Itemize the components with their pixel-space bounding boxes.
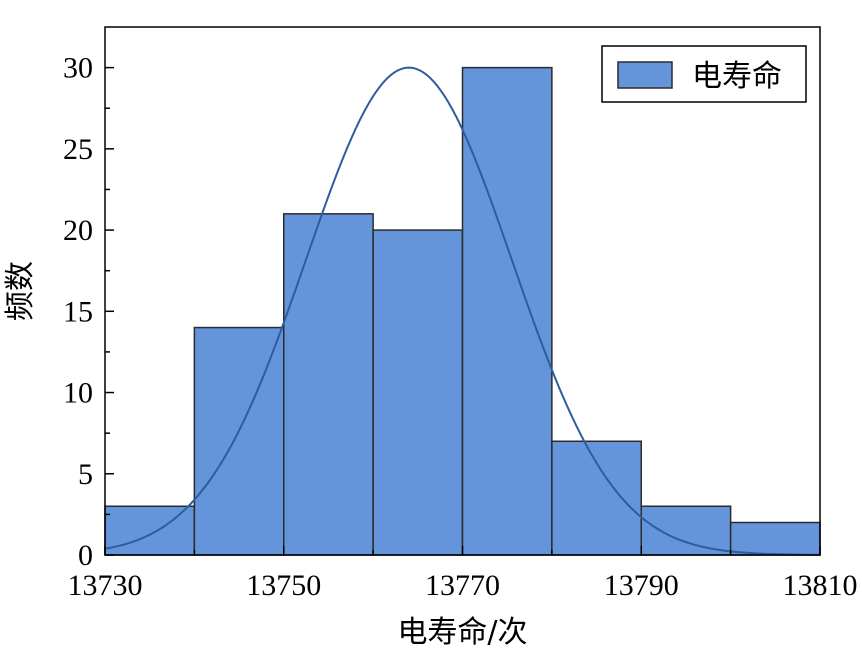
x-tick-label: 13770 [425, 569, 500, 602]
histogram-bar-7 [729, 521, 821, 556]
histogram-bar-5 [551, 440, 642, 556]
y-tick-label: 15 [63, 295, 93, 328]
y-tick-label: 25 [63, 133, 93, 166]
histogram-bar-6 [640, 505, 732, 556]
y-tick-label: 5 [78, 458, 93, 491]
x-tick-label: 13730 [68, 569, 143, 602]
y-tick-label: 0 [78, 539, 93, 572]
normal-fit-curve [104, 66, 821, 556]
x-tick-label: 13810 [783, 569, 858, 602]
fit-curve-layer [104, 66, 821, 556]
x-tick-label: 13790 [604, 569, 679, 602]
histogram-bar-1 [193, 326, 285, 556]
y-axis-title: 频数 [3, 261, 38, 321]
x-axis-title: 电寿命/次 [397, 615, 527, 650]
histogram-bar-4 [461, 66, 553, 556]
ticks-layer: 0 5 10 15 20 25 30 13730 13750 13770 13790 13810 [63, 52, 858, 602]
x-tick-label: 13750 [246, 569, 321, 602]
legend-swatch [617, 61, 673, 89]
histogram-bar-3 [372, 229, 464, 556]
y-tick-label: 30 [63, 52, 93, 85]
histogram-bar-2 [283, 213, 374, 556]
y-tick-label: 20 [63, 214, 93, 247]
legend: 电寿命 [601, 45, 807, 103]
bars-layer [104, 66, 821, 556]
y-tick-label: 10 [63, 377, 93, 410]
legend-label: 电寿命 [692, 59, 782, 94]
